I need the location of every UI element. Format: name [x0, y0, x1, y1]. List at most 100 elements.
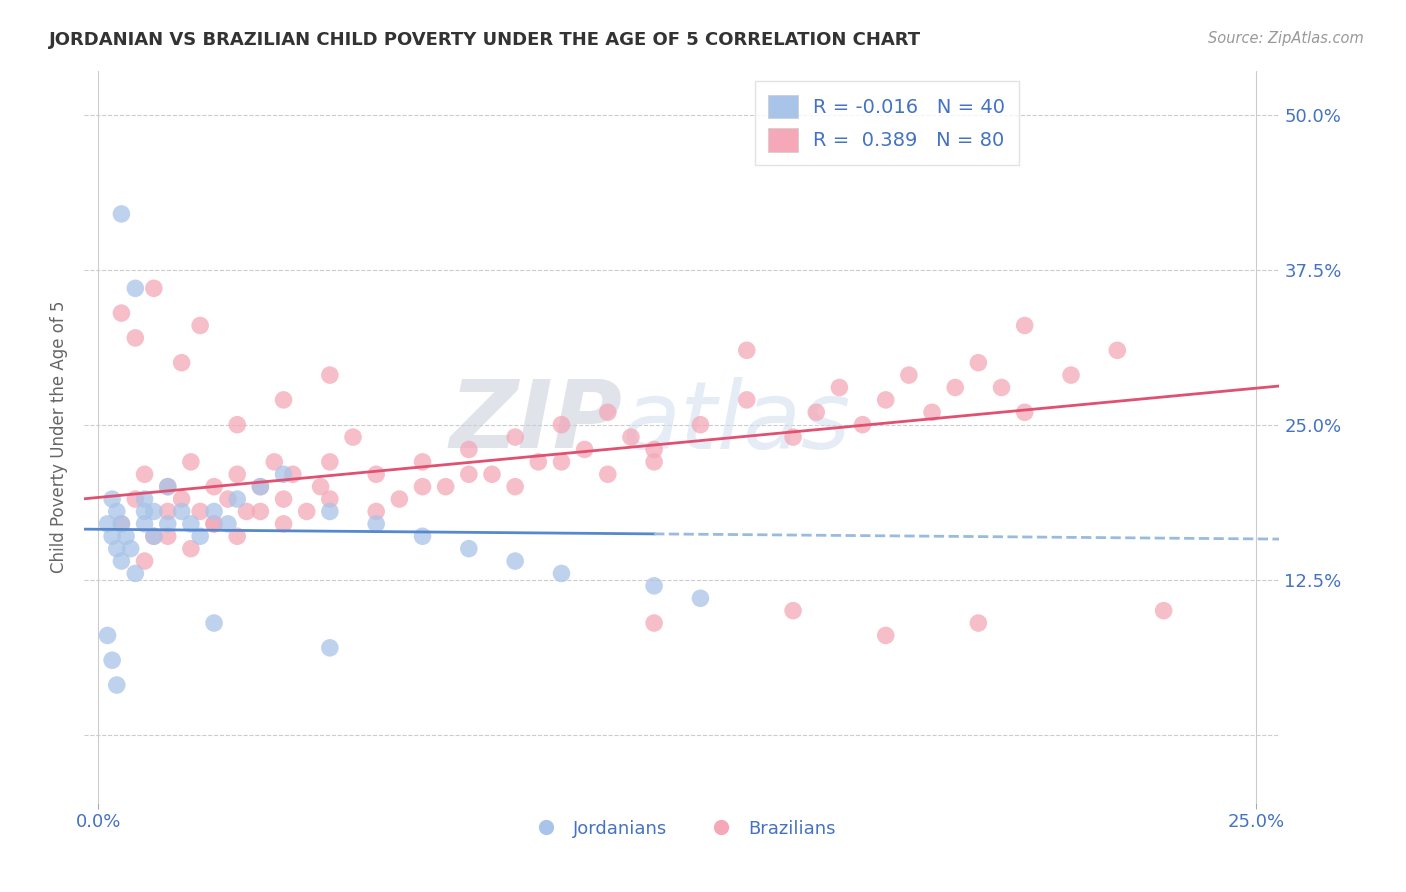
Point — [101, 529, 124, 543]
Point — [105, 541, 128, 556]
Point — [527, 455, 550, 469]
Point — [226, 491, 249, 506]
Point — [170, 356, 193, 370]
Point — [202, 615, 225, 630]
Point — [550, 566, 572, 581]
Point — [596, 405, 619, 419]
Point — [142, 281, 165, 295]
Point — [782, 430, 804, 444]
Point — [782, 604, 804, 618]
Point — [295, 504, 318, 518]
Point — [620, 430, 643, 444]
Point — [124, 331, 146, 345]
Point — [689, 591, 711, 606]
Text: Source: ZipAtlas.com: Source: ZipAtlas.com — [1208, 31, 1364, 46]
Point — [319, 455, 342, 469]
Point — [643, 455, 665, 469]
Point — [1060, 368, 1083, 383]
Point — [180, 541, 202, 556]
Point — [105, 504, 128, 518]
Point — [503, 480, 526, 494]
Point — [134, 504, 156, 518]
Point — [273, 516, 295, 531]
Point — [202, 516, 225, 531]
Point — [188, 318, 211, 333]
Point — [503, 554, 526, 568]
Point — [105, 678, 128, 692]
Point — [457, 442, 479, 457]
Point — [101, 491, 124, 506]
Point — [110, 554, 132, 568]
Point — [875, 628, 897, 642]
Point — [110, 516, 132, 531]
Point — [156, 504, 179, 518]
Point — [134, 491, 156, 506]
Point — [943, 380, 966, 394]
Point — [319, 504, 342, 518]
Point — [273, 392, 295, 407]
Point — [967, 615, 990, 630]
Point — [990, 380, 1012, 394]
Point — [134, 516, 156, 531]
Point — [366, 516, 388, 531]
Point — [596, 467, 619, 482]
Point — [309, 480, 332, 494]
Point — [643, 615, 665, 630]
Point — [342, 430, 364, 444]
Point — [851, 417, 873, 432]
Point — [412, 529, 434, 543]
Point — [101, 653, 124, 667]
Point — [481, 467, 503, 482]
Point — [142, 529, 165, 543]
Point — [124, 566, 146, 581]
Point — [1014, 405, 1036, 419]
Point — [967, 356, 990, 370]
Point — [412, 480, 434, 494]
Text: JORDANIAN VS BRAZILIAN CHILD POVERTY UNDER THE AGE OF 5 CORRELATION CHART: JORDANIAN VS BRAZILIAN CHILD POVERTY UND… — [49, 31, 921, 49]
Point — [110, 516, 132, 531]
Point — [235, 504, 257, 518]
Point — [156, 529, 179, 543]
Point — [134, 554, 156, 568]
Point — [188, 504, 211, 518]
Point — [273, 491, 295, 506]
Point — [875, 392, 897, 407]
Point — [188, 529, 211, 543]
Point — [319, 368, 342, 383]
Point — [156, 516, 179, 531]
Point — [643, 579, 665, 593]
Point — [202, 516, 225, 531]
Point — [412, 455, 434, 469]
Point — [249, 504, 271, 518]
Point — [388, 491, 411, 506]
Point — [110, 207, 132, 221]
Point — [366, 504, 388, 518]
Point — [319, 640, 342, 655]
Point — [263, 455, 285, 469]
Point — [319, 491, 342, 506]
Point — [96, 628, 118, 642]
Point — [120, 541, 142, 556]
Point — [217, 516, 239, 531]
Point — [550, 417, 572, 432]
Point — [897, 368, 920, 383]
Point — [217, 491, 239, 506]
Point — [1014, 318, 1036, 333]
Point — [434, 480, 457, 494]
Point — [574, 442, 596, 457]
Point — [202, 480, 225, 494]
Point — [142, 504, 165, 518]
Point — [281, 467, 304, 482]
Point — [115, 529, 138, 543]
Point — [156, 480, 179, 494]
Text: ZIP: ZIP — [450, 376, 623, 468]
Point — [828, 380, 851, 394]
Point — [806, 405, 828, 419]
Point — [226, 417, 249, 432]
Legend: Jordanians, Brazilians: Jordanians, Brazilians — [520, 813, 844, 845]
Point — [249, 480, 271, 494]
Point — [142, 529, 165, 543]
Point — [124, 281, 146, 295]
Point — [643, 442, 665, 457]
Y-axis label: Child Poverty Under the Age of 5: Child Poverty Under the Age of 5 — [51, 301, 69, 574]
